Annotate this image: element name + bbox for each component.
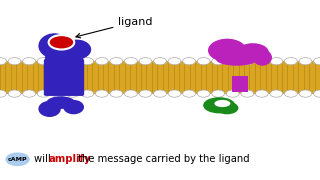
Ellipse shape <box>62 40 91 59</box>
Circle shape <box>299 90 312 97</box>
FancyBboxPatch shape <box>44 59 84 96</box>
Ellipse shape <box>63 100 84 114</box>
Circle shape <box>154 58 166 65</box>
Ellipse shape <box>214 100 230 107</box>
Circle shape <box>139 90 152 97</box>
Circle shape <box>139 58 152 65</box>
Circle shape <box>37 58 50 65</box>
Bar <box>232 76 248 92</box>
Circle shape <box>49 35 74 50</box>
Circle shape <box>110 58 123 65</box>
Ellipse shape <box>208 39 246 62</box>
Text: amplify: amplify <box>49 154 92 164</box>
Circle shape <box>52 90 65 97</box>
Circle shape <box>241 90 254 97</box>
Circle shape <box>95 90 108 97</box>
Circle shape <box>284 58 297 65</box>
Circle shape <box>23 58 36 65</box>
Text: cAMP: cAMP <box>8 157 28 162</box>
Circle shape <box>5 152 30 166</box>
Circle shape <box>168 90 181 97</box>
Circle shape <box>314 90 320 97</box>
Circle shape <box>95 58 108 65</box>
Circle shape <box>0 58 6 65</box>
Circle shape <box>183 58 196 65</box>
Circle shape <box>8 58 21 65</box>
Circle shape <box>183 90 196 97</box>
Ellipse shape <box>38 101 61 117</box>
Ellipse shape <box>237 43 269 61</box>
Circle shape <box>52 58 65 65</box>
Circle shape <box>255 58 268 65</box>
Circle shape <box>197 90 210 97</box>
Circle shape <box>314 58 320 65</box>
Circle shape <box>270 90 283 97</box>
Ellipse shape <box>46 96 75 109</box>
Ellipse shape <box>253 50 272 66</box>
Circle shape <box>124 90 137 97</box>
Circle shape <box>212 58 225 65</box>
Circle shape <box>197 58 210 65</box>
Circle shape <box>66 58 79 65</box>
Circle shape <box>299 58 312 65</box>
Text: will: will <box>34 154 53 164</box>
Ellipse shape <box>216 53 258 66</box>
Circle shape <box>66 90 79 97</box>
Ellipse shape <box>38 33 70 58</box>
Circle shape <box>81 58 94 65</box>
Circle shape <box>110 90 123 97</box>
Circle shape <box>8 90 21 97</box>
Circle shape <box>270 58 283 65</box>
Ellipse shape <box>216 102 238 114</box>
Circle shape <box>0 90 6 97</box>
Bar <box>0 61 320 94</box>
Ellipse shape <box>45 51 83 64</box>
Circle shape <box>124 58 137 65</box>
Circle shape <box>226 90 239 97</box>
Circle shape <box>37 90 50 97</box>
Circle shape <box>154 90 166 97</box>
Circle shape <box>284 90 297 97</box>
Circle shape <box>212 90 225 97</box>
Circle shape <box>168 58 181 65</box>
Circle shape <box>226 58 239 65</box>
Circle shape <box>23 90 36 97</box>
Text: ligand: ligand <box>76 17 153 38</box>
Ellipse shape <box>203 97 235 113</box>
Circle shape <box>241 58 254 65</box>
Text: the message carried by the ligand: the message carried by the ligand <box>75 154 250 164</box>
Circle shape <box>255 90 268 97</box>
Circle shape <box>81 90 94 97</box>
